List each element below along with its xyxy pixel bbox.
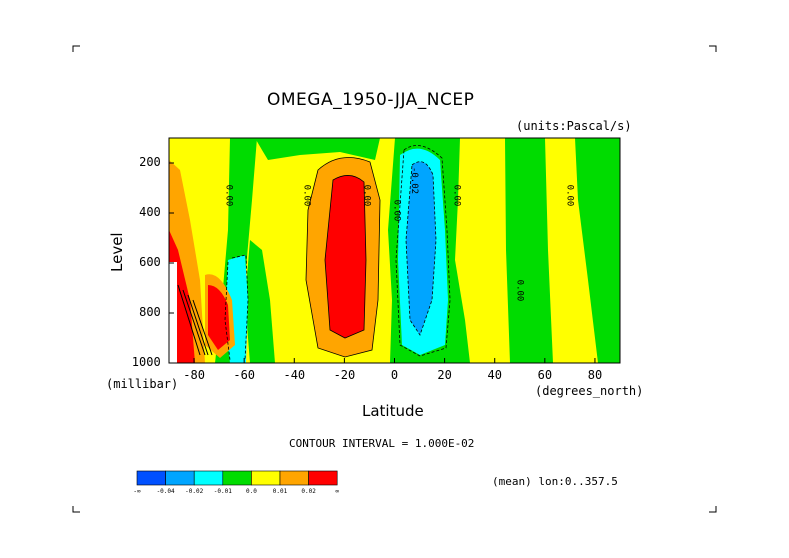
x-axis-units: (degrees_north) xyxy=(535,384,644,398)
colorbar-label: ∞ xyxy=(335,488,339,495)
y-axis-units: (millibar) xyxy=(106,377,179,391)
mean-text: (mean) lon:0..357.5 xyxy=(492,475,618,488)
colorbar-box xyxy=(193,470,224,486)
colorbar-box xyxy=(308,470,338,486)
colorbar-box xyxy=(165,470,195,486)
x-tick-label: -60 xyxy=(233,368,256,382)
contour-interval-text: CONTOUR INTERVAL = 1.000E-02 xyxy=(289,437,475,450)
colorbar-box xyxy=(136,470,166,486)
colorbar-label: -0.01 xyxy=(214,488,232,495)
x-tick-label: 40 xyxy=(487,368,502,382)
colorbar-label: 0.02 xyxy=(301,488,316,495)
contour-label: -0.02 xyxy=(409,167,419,194)
x-tick-label: -40 xyxy=(283,368,306,382)
x-axis-label: Latitude xyxy=(362,402,424,420)
y-tick-marks xyxy=(169,162,174,364)
contour-label: 0.00 xyxy=(361,185,371,207)
x-tick-marks xyxy=(193,358,596,363)
colorbar-box xyxy=(279,470,309,486)
chart-title: OMEGA_1950-JJA_NCEP xyxy=(267,90,475,110)
colorbar-label: -∞ xyxy=(133,488,141,495)
contour-fields xyxy=(169,138,620,363)
y-tick-label: 800 xyxy=(139,305,161,319)
x-tick-label: 80 xyxy=(587,368,603,382)
contour-label: 0.00 xyxy=(564,185,574,207)
colorbar-box xyxy=(251,470,281,486)
x-tick-label: 20 xyxy=(437,368,452,382)
x-tick-label: -20 xyxy=(333,368,356,382)
colorbar-label: -0.02 xyxy=(185,488,203,495)
colorbar-label: 0.01 xyxy=(273,488,288,495)
units-label: (units:Pascal/s) xyxy=(516,119,632,133)
contour-label: 0.00 xyxy=(392,200,402,222)
contour-labels: 0.00 0.00 0.00 0.00 -0.02 0.00 0.00 0.00 xyxy=(224,167,575,301)
y-tick-label: 200 xyxy=(139,155,161,169)
colorbar-boxes xyxy=(136,470,338,486)
x-tick-label: 60 xyxy=(537,368,553,382)
colorbar-label: 0.0 xyxy=(246,488,257,495)
contour-label: 0.00 xyxy=(514,280,524,302)
colorbar-box xyxy=(222,470,252,486)
y-tick-label: 600 xyxy=(139,255,161,269)
y-tick-label: 400 xyxy=(139,205,161,219)
y-tick-label: 1000 xyxy=(131,355,161,369)
colorbar-label: -0.04 xyxy=(157,488,175,495)
x-tick-label: -80 xyxy=(183,368,205,382)
x-tick-label: 0 xyxy=(390,368,399,382)
colorbar-labels: -∞ -0.04 -0.02 -0.01 0.0 0.01 0.02 ∞ xyxy=(133,488,339,495)
contour-label: 0.00 xyxy=(452,185,462,207)
contour-label: 0.00 xyxy=(301,185,311,207)
contour-label: 0.00 xyxy=(224,185,234,207)
